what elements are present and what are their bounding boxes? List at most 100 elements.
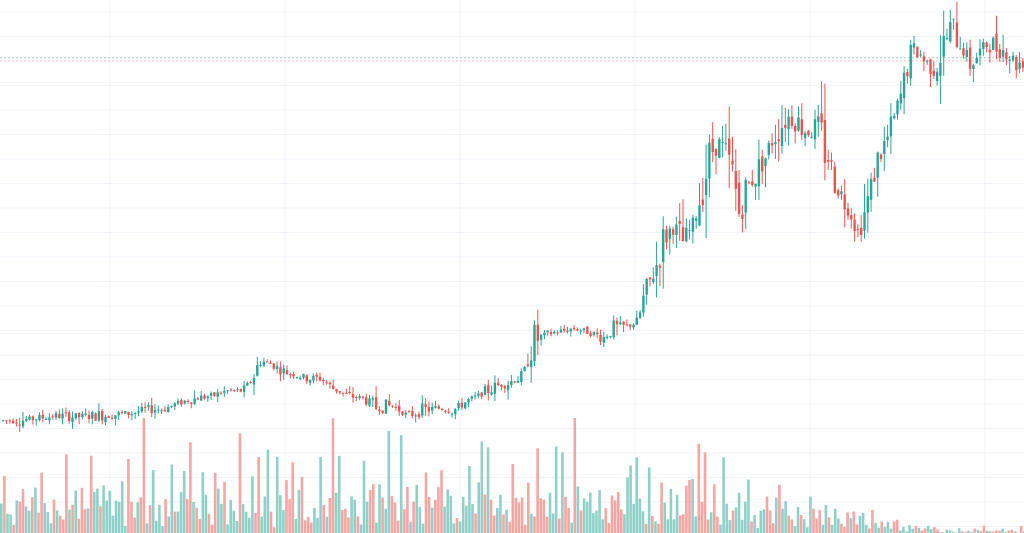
volume-bar (750, 521, 753, 533)
volume-bar (616, 492, 620, 533)
volume-bar (976, 530, 980, 533)
candle-body (25, 419, 28, 421)
volume-bar (558, 518, 561, 533)
candle-body (784, 124, 787, 128)
candle-body (223, 390, 226, 393)
volume-bar (995, 530, 998, 533)
candle-body (473, 395, 477, 397)
candle-body (368, 398, 371, 406)
candle-body (487, 385, 490, 394)
volume-bar (282, 510, 285, 533)
candle-body (503, 386, 506, 389)
candle-body (853, 219, 856, 232)
candle-body (526, 364, 530, 367)
candle-body (295, 377, 299, 379)
candle-body (38, 414, 41, 421)
volume-bar (434, 499, 437, 533)
volume-bar (499, 494, 502, 533)
candle-body (246, 383, 249, 386)
candle-body (962, 48, 965, 56)
candle-body (91, 412, 94, 419)
candle-body (216, 392, 219, 397)
candle-body (559, 329, 563, 333)
volume-bar (970, 531, 973, 533)
volume-bar (610, 495, 614, 533)
candle-body (513, 381, 516, 383)
candle-body (935, 71, 939, 81)
volume-bar (722, 457, 725, 533)
volume-bar (520, 497, 524, 533)
candle-body (757, 159, 761, 187)
candle-body (592, 331, 596, 335)
candle-body (869, 179, 873, 200)
candle-body (2, 420, 5, 422)
volume-bar (93, 491, 96, 533)
candle-body (572, 328, 576, 330)
candle-body (74, 413, 77, 419)
volume-bar (412, 501, 415, 533)
candle-body (833, 166, 836, 193)
candle-body (556, 332, 559, 334)
volume-bars (0, 418, 1024, 533)
candle-body (101, 411, 104, 421)
volume-bar (539, 498, 542, 533)
candle-body (860, 227, 863, 235)
candle-body (873, 177, 876, 182)
volume-bar (880, 521, 883, 533)
volume-bar (948, 530, 952, 533)
candle-body (602, 337, 605, 343)
volume-bar (285, 480, 288, 533)
candle-body (8, 420, 11, 422)
candle-body (289, 374, 292, 375)
candle-body (701, 199, 704, 206)
candle-body (355, 397, 358, 398)
candle-body (147, 405, 150, 408)
candle-body (823, 120, 827, 163)
volume-bar (846, 512, 849, 533)
candle-body (609, 336, 612, 338)
candle-body (117, 412, 120, 416)
candle-body (130, 414, 134, 416)
volume-bar (775, 497, 778, 533)
volume-bar (461, 496, 465, 533)
volume-bar (747, 479, 750, 533)
candle-body (28, 416, 31, 420)
candle-body (196, 398, 200, 400)
volume-bar (415, 485, 418, 533)
candle-body (259, 364, 262, 366)
volume-bar (626, 477, 629, 533)
candle-body (1015, 57, 1018, 71)
volume-bar (31, 497, 34, 533)
volume-bar (536, 448, 539, 533)
volume-bar (871, 510, 874, 533)
candle-body (688, 230, 691, 232)
volume-bar (24, 506, 28, 533)
volume-bar (833, 508, 837, 533)
candle-body (68, 412, 71, 422)
volume-bar (787, 515, 790, 533)
candle-body (863, 212, 866, 231)
candle-body (922, 56, 926, 62)
candle-body (305, 375, 308, 382)
volume-bar (682, 514, 685, 533)
volume-bar (120, 481, 124, 533)
volume-bar (939, 531, 942, 533)
volume-bar (130, 501, 133, 533)
volume-bar (821, 524, 825, 533)
candle-body (553, 331, 556, 334)
volume-bar (210, 524, 214, 533)
candle-body (104, 416, 107, 423)
volume-bar (815, 518, 818, 533)
candle-body (939, 62, 942, 76)
candle-body (318, 376, 322, 381)
candle-body (942, 35, 945, 57)
candle-body (21, 420, 25, 427)
candle-body (652, 278, 655, 282)
volume-bar (74, 490, 77, 533)
candle-body (226, 390, 229, 392)
candle-body (972, 65, 975, 69)
candle-body (44, 419, 48, 420)
candle-body (998, 49, 1001, 58)
candle-body (1008, 59, 1011, 61)
volume-bar (595, 510, 598, 533)
